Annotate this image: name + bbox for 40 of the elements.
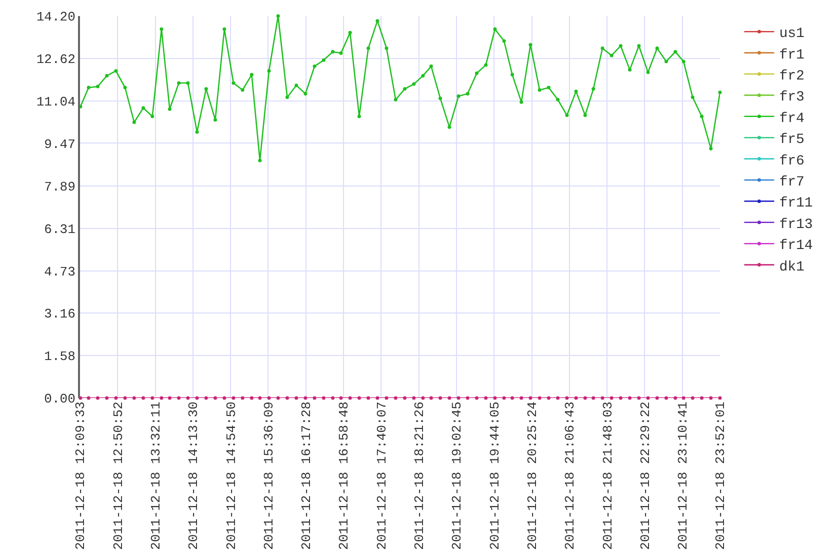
x-tick-label: 2011-12-18 16:17:28	[299, 402, 314, 550]
legend-label: fr6	[779, 153, 804, 170]
x-tick-label: 2011-12-18 23:10:41	[676, 401, 691, 550]
y-tick-label: 0.00	[44, 392, 76, 407]
x-tick-label: 2011-12-18 13:32:11	[148, 401, 164, 550]
y-tick-label: 11.04	[36, 94, 76, 110]
x-tick-label: 2011-12-18 16:58:48	[336, 402, 352, 550]
y-tick-label: 3.16	[44, 306, 76, 322]
legend-label: fr1	[779, 47, 804, 64]
x-tick-label: 2011-12-18 14:54:50	[224, 402, 239, 550]
legend-label: fr11	[779, 196, 813, 212]
x-tick-label: 2011-12-18 12:09:33	[73, 402, 88, 550]
x-tick-label: 2011-12-18 17:40:07	[374, 402, 390, 550]
x-tick-label: 2011-12-18 18:21:26	[412, 402, 428, 550]
y-tick-label: 1.58	[44, 349, 76, 364]
legend-label: fr7	[779, 174, 804, 190]
x-tick-label: 2011-12-18 19:02:45	[450, 402, 465, 550]
x-tick-label: 2011-12-18 15:36:09	[261, 402, 276, 550]
x-tick-label: 2011-12-18 19:44:05	[487, 402, 502, 550]
x-tick-label: 2011-12-18 20:25:24	[524, 401, 540, 550]
legend-label: dk1	[779, 259, 804, 276]
legend-label: fr4	[779, 110, 804, 127]
x-tick-label: 2011-12-18 23:52:01	[713, 401, 728, 550]
x-tick-label: 2011-12-18 12:50:52	[110, 402, 126, 550]
legend-label: us1	[779, 26, 804, 42]
y-tick-label: 6.31	[44, 222, 76, 237]
y-tick-label: 9.47	[44, 136, 76, 152]
legend-label: fr5	[779, 132, 804, 148]
legend-label: fr14	[779, 238, 813, 254]
x-tick-label: 2011-12-18 14:13:30	[186, 402, 202, 550]
y-tick-label: 4.73	[44, 264, 76, 280]
legend-label: fr13	[779, 216, 813, 233]
x-tick-label: 2011-12-18 21:06:43	[562, 402, 578, 550]
y-tick-label: 14.20	[36, 10, 76, 25]
y-tick-label: 12.62	[36, 52, 76, 68]
x-tick-label: 2011-12-18 22:29:22	[638, 402, 653, 550]
y-tick-label: 7.89	[44, 179, 76, 194]
x-tick-label: 2011-12-18 21:48:03	[600, 402, 616, 550]
legend-label: fr2	[779, 68, 804, 84]
legend-label: fr3	[779, 90, 804, 106]
